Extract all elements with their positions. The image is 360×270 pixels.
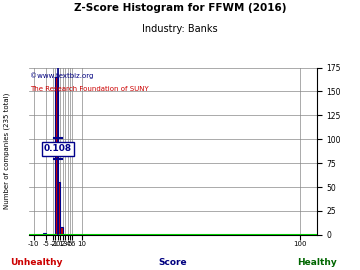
- Text: Number of companies (235 total): Number of companies (235 total): [4, 93, 10, 210]
- Text: 0.108: 0.108: [44, 144, 72, 153]
- Bar: [55, 77, 58, 235]
- Text: Z-Score Histogram for FFWM (2016): Z-Score Histogram for FFWM (2016): [74, 3, 286, 13]
- Text: The Research Foundation of SUNY: The Research Foundation of SUNY: [30, 86, 149, 92]
- Bar: [43, 233, 46, 235]
- Text: ©www.textbiz.org: ©www.textbiz.org: [30, 72, 93, 79]
- Text: Score: Score: [158, 258, 187, 267]
- Bar: [58, 182, 60, 235]
- Text: Industry: Banks: Industry: Banks: [142, 24, 218, 34]
- Text: Unhealthy: Unhealthy: [10, 258, 62, 267]
- Text: Healthy: Healthy: [297, 258, 337, 267]
- Bar: [60, 227, 63, 235]
